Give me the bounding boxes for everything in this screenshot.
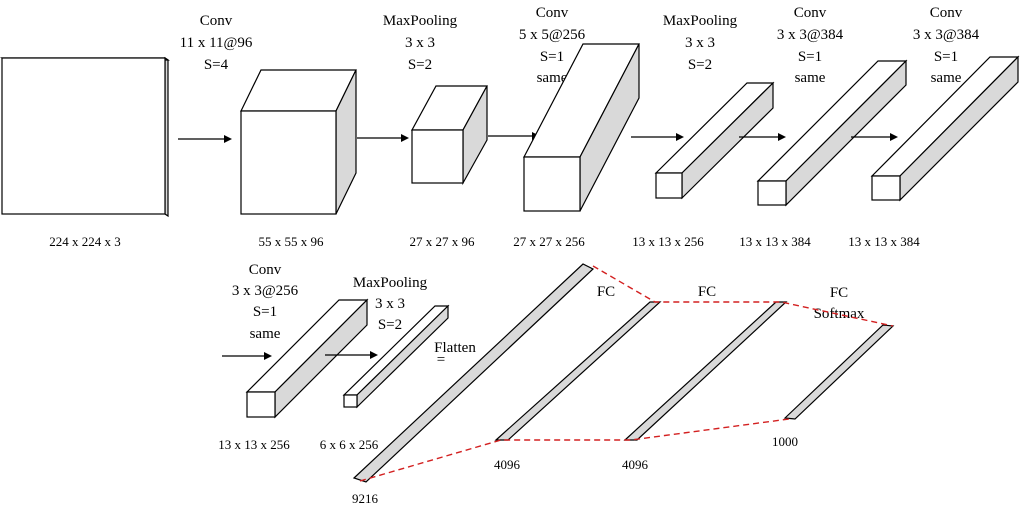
conv4-label-line3: S=1 — [934, 49, 958, 65]
pool2-label-line3: S=2 — [688, 57, 712, 73]
conv3-label-line4: same — [795, 70, 826, 86]
pool1-dim-label: 27 x 27 x 96 — [410, 234, 476, 249]
fc3-label-line1: FC — [830, 285, 848, 301]
pool3-label-line3: S=2 — [378, 317, 402, 333]
conv1-dim-label: 55 x 55 x 96 — [259, 234, 325, 249]
pool1-label-line1: MaxPooling — [383, 13, 458, 29]
arrow-conv3-conv4 — [851, 133, 898, 141]
conv4-label-line2: 3 x 3@384 — [913, 27, 980, 43]
conv3-label-line2: 3 x 3@384 — [777, 27, 844, 43]
pool1-block — [410, 85, 489, 186]
pool2-block — [654, 81, 775, 200]
conv5-label-line2: 3 x 3@256 — [232, 283, 299, 299]
conv1-label-line2: 11 x 11@96 — [180, 35, 253, 51]
arrow-conv5-pool3 — [325, 351, 378, 359]
conv5-block — [245, 298, 369, 419]
flatten-symbol: = — [437, 352, 445, 368]
conv2-label-line4: same — [537, 70, 568, 86]
fc2-dim-label: 4096 — [622, 457, 649, 472]
conv3-label-line3: S=1 — [798, 49, 822, 65]
conv1-block — [240, 69, 357, 215]
pool3-dim-label: 6 x 6 x 256 — [320, 437, 379, 452]
arrow-pool2-conv3 — [739, 133, 786, 141]
pool3-label-line1: MaxPooling — [353, 275, 428, 291]
fc3-vector — [783, 324, 895, 420]
fc3-label-line2: Softmax — [814, 306, 865, 322]
conv2-label-line1: Conv — [536, 5, 569, 21]
conv4-label-line4: same — [931, 70, 962, 86]
input-dim-label: 224 x 224 x 3 — [49, 234, 121, 249]
fc-connection-lines — [359, 265, 894, 482]
pool1-label-line3: S=2 — [408, 57, 432, 73]
conv3-block — [756, 59, 908, 207]
pool1-label-line2: 3 x 3 — [405, 35, 435, 51]
conv1-label-line1: Conv — [200, 13, 233, 29]
fc1-dim-label: 4096 — [494, 457, 521, 472]
conv2-dim-label: 27 x 27 x 256 — [513, 234, 585, 249]
fc1-label: FC — [597, 284, 615, 300]
pool2-label-line1: MaxPooling — [663, 13, 738, 29]
conv5-dim-label: 13 x 13 x 256 — [218, 437, 290, 452]
arrow-input-conv1 — [178, 135, 232, 143]
fc2-vector — [623, 301, 788, 441]
conv5-label-line3: S=1 — [253, 304, 277, 320]
flatten-label: Flatten — [434, 340, 476, 356]
pool3-block — [342, 304, 450, 409]
arrow-pool1-conv2 — [488, 132, 540, 140]
pool2-label-line2: 3 x 3 — [685, 35, 715, 51]
flatten-dim-label: 9216 — [352, 491, 379, 506]
pool2-dim-label: 13 x 13 x 256 — [632, 234, 704, 249]
conv2-label-line2: 5 x 5@256 — [519, 27, 586, 43]
fc2-label: FC — [698, 284, 716, 300]
arrow-into-conv5 — [222, 352, 272, 360]
fc1-vector — [494, 301, 662, 441]
conv3-dim-label: 13 x 13 x 384 — [739, 234, 811, 249]
conv4-dim-label: 13 x 13 x 384 — [848, 234, 920, 249]
conv1-label-line3: S=4 — [204, 57, 229, 73]
arrow-conv2-pool2 — [631, 133, 684, 141]
conv4-label-line1: Conv — [930, 5, 963, 21]
conv5-label-line1: Conv — [249, 262, 282, 278]
conv4-block — [870, 55, 1020, 202]
conv2-label-line3: S=1 — [540, 49, 564, 65]
conv2-block — [523, 43, 640, 212]
conv5-label-line4: same — [250, 326, 281, 342]
input-layer-block — [0, 56, 170, 218]
conv3-label-line1: Conv — [794, 5, 827, 21]
pool3-label-line2: 3 x 3 — [375, 296, 405, 312]
fc3-dim-label: 1000 — [772, 434, 798, 449]
arrow-conv1-pool1 — [357, 134, 409, 142]
